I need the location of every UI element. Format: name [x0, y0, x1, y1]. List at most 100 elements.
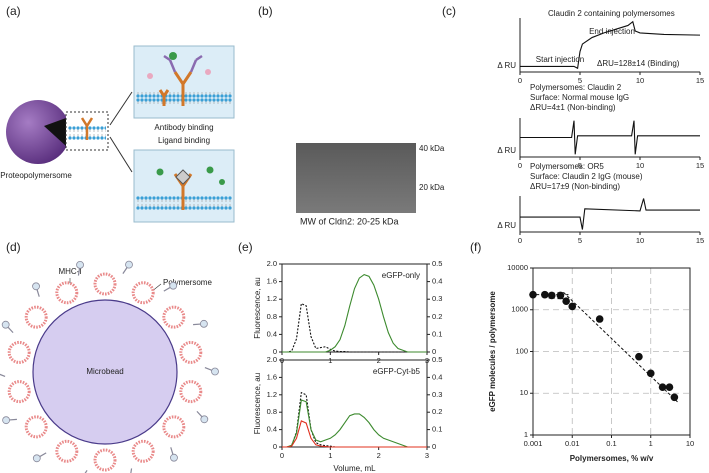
panel-label: (e) — [238, 240, 253, 254]
y2-tick-label: 0.3 — [432, 294, 442, 303]
y-tick-label: 100 — [515, 346, 528, 355]
point — [556, 291, 565, 300]
annotation: Polymersomes: Claudin 2 — [530, 83, 622, 92]
point — [529, 290, 537, 299]
polymersome — [179, 340, 203, 364]
polymersome — [162, 305, 186, 329]
x-tick-label: 10 — [686, 439, 694, 448]
polymersome — [7, 380, 31, 404]
y-axis-label: eGFP molecules / polymersome — [488, 291, 497, 412]
y-axis-label: Δ RU — [497, 61, 516, 70]
protein — [76, 260, 84, 269]
x-tick-label: 0 — [518, 76, 522, 85]
gel — [296, 143, 416, 213]
x-tick-label: 5 — [578, 76, 582, 85]
polymersome — [131, 281, 155, 305]
box-label: Ligand binding — [158, 136, 210, 145]
y-tick-label: 10 — [520, 388, 528, 397]
bead-label: Microbead — [86, 367, 123, 376]
polymersome — [7, 340, 31, 364]
panel-labels: (a) (b) (c) (d) (e) (f) — [6, 4, 481, 254]
annotation: Claudin 2 containing polymersomes — [548, 9, 675, 18]
polymersome — [131, 439, 155, 463]
fit-line — [563, 292, 679, 403]
protein — [170, 453, 178, 462]
y-tick-label: 1.6 — [267, 372, 277, 381]
diagram-a: Proteopolymersome Antibody binding Ligan… — [0, 45, 235, 223]
vesicle-label: Proteopolymersome — [0, 171, 72, 180]
y-tick-label: 0 — [273, 347, 277, 356]
x-tick-label: 15 — [696, 236, 704, 245]
point — [595, 315, 604, 323]
y-tick-label: 0.8 — [267, 407, 277, 416]
series-line — [282, 420, 427, 448]
y-tick-label: 1.6 — [267, 277, 277, 286]
annotation: ΔRU=4±1 (Non-binding) — [530, 103, 616, 112]
y2-tick-label: 0.2 — [432, 407, 442, 416]
y2-tick-label: 0 — [432, 442, 436, 451]
annotation: Surface: Claudin 2 IgG (mouse) — [530, 172, 643, 181]
x-tick-label: 3 — [425, 451, 429, 460]
point — [658, 383, 667, 391]
vesicle — [6, 100, 70, 164]
x-tick-label: 15 — [696, 161, 704, 170]
polymersome — [179, 380, 203, 404]
point — [646, 369, 655, 378]
protein — [32, 282, 40, 291]
marker-label: 20 kDa — [419, 183, 445, 192]
y-tick-label: 1.2 — [267, 294, 277, 303]
y-axis-label: Δ RU — [497, 221, 516, 230]
y-tick-label: 1.2 — [267, 390, 277, 399]
series-line — [520, 20, 701, 70]
panel-label: (c) — [442, 4, 456, 18]
polymersome — [93, 272, 117, 296]
y-tick-label: 0.4 — [267, 329, 277, 338]
protein — [200, 415, 209, 424]
point — [547, 291, 556, 300]
stalk — [84, 470, 88, 473]
x-tick-label: 0.1 — [606, 439, 616, 448]
y2-tick-label: 0 — [432, 347, 436, 356]
stalk — [130, 468, 133, 473]
x-tick-label: 2 — [377, 451, 381, 460]
annotation: eGFP-Cyt-b5 — [373, 367, 421, 376]
series-line — [282, 273, 427, 353]
protein — [169, 281, 178, 290]
point — [635, 352, 643, 361]
y-tick-label: 1 — [524, 430, 528, 439]
series-line — [282, 399, 427, 448]
box-label: Antibody binding — [154, 123, 213, 132]
protein — [211, 367, 219, 376]
y-tick-label: 0.4 — [267, 425, 277, 434]
y-tick-label: 2.0 — [267, 259, 277, 268]
x-tick-label: 15 — [696, 76, 704, 85]
x-tick-label: 10 — [636, 236, 644, 245]
x-axis-label: Volume, mL — [333, 464, 376, 473]
y-axis-label: Δ RU — [497, 146, 516, 155]
panel-label: (a) — [6, 4, 21, 18]
x-axis-label: Polymersomes, % w/v — [570, 454, 654, 463]
x-tick-label: 0 — [518, 161, 522, 170]
point — [670, 393, 679, 402]
x-tick-label: 10 — [636, 76, 644, 85]
polymersome — [55, 439, 79, 463]
protein — [2, 416, 11, 425]
marker-label: 40 kDa — [419, 144, 445, 153]
stalk — [0, 373, 6, 377]
polymersome — [162, 415, 186, 439]
x-tick-label: 1 — [328, 451, 332, 460]
x-tick-label: 0 — [280, 451, 284, 460]
x-tick-label: 5 — [578, 161, 582, 170]
series-line — [282, 302, 427, 353]
series-line — [520, 120, 700, 155]
x-tick-label: 0.001 — [524, 439, 543, 448]
x-tick-label: 1 — [649, 439, 653, 448]
y2-tick-label: 0.2 — [432, 312, 442, 321]
annotation: ΔRU=128±14 (Binding) — [597, 59, 680, 68]
protein — [199, 319, 208, 328]
y2-tick-label: 0.1 — [432, 329, 442, 338]
annotation: eGFP-only — [382, 271, 420, 280]
panel-label: (d) — [6, 240, 21, 254]
